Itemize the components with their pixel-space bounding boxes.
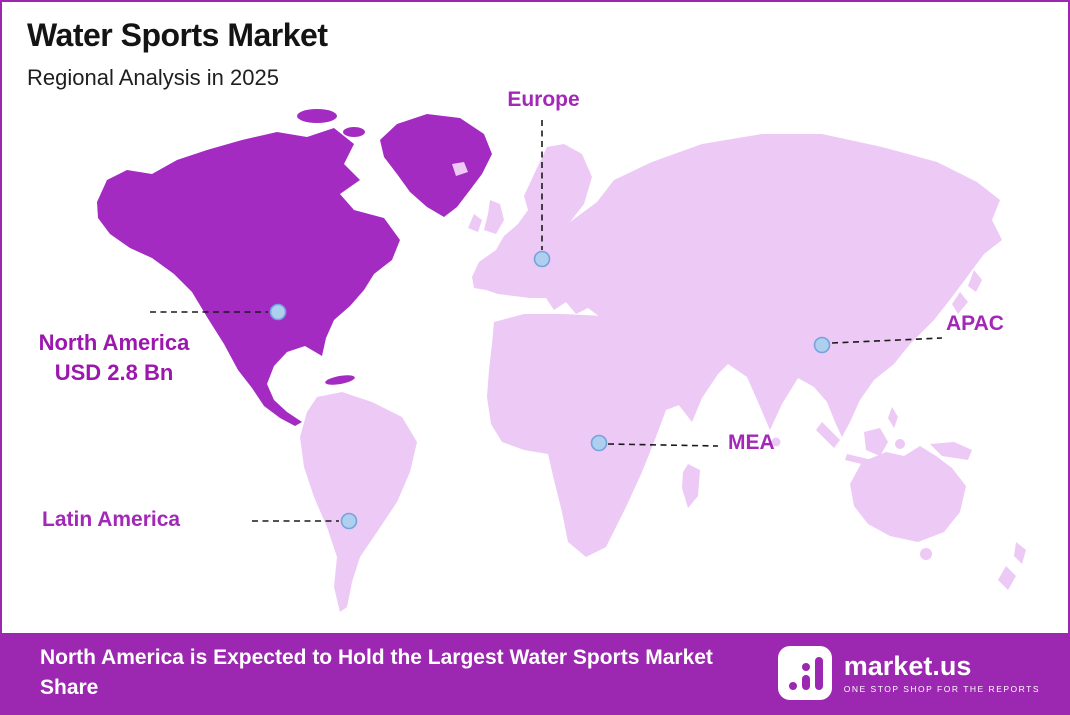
region-java	[845, 454, 872, 466]
region-japan-south	[952, 292, 968, 314]
region-sumatra	[816, 422, 840, 448]
region-arctic-island	[297, 109, 337, 123]
region-sri-lanka	[771, 437, 781, 447]
region-label-apac: APAC	[946, 312, 1004, 335]
brand-name: market.us	[843, 650, 972, 681]
marker-europe	[533, 250, 551, 268]
region-philippines	[888, 407, 898, 428]
page-subtitle: Regional Analysis in 2025	[27, 65, 279, 91]
region-greenland	[380, 114, 492, 217]
region-japan-north	[968, 270, 982, 292]
region-ireland	[468, 214, 482, 232]
marker-apac	[813, 336, 831, 354]
region-label-europe: Europe	[507, 88, 580, 111]
leader-line-apac	[831, 337, 943, 344]
brand-logo-group: market.us ONE STOP SHOP FOR THE REPORTS	[777, 646, 1040, 700]
region-label-mea: MEA	[728, 431, 775, 454]
region-madagascar	[682, 464, 700, 508]
region-cuba	[325, 375, 355, 385]
region-label-north-america: North America USD 2.8 Bn	[16, 328, 212, 387]
region-eurasia	[472, 134, 1002, 437]
footer-bar: North America is Expected to Hold the La…	[2, 633, 1068, 713]
region-north-america	[97, 128, 400, 426]
brand-tagline: ONE STOP SHOP FOR THE REPORTS	[843, 683, 1040, 694]
region-new-zealand-south	[998, 566, 1016, 590]
region-south-america	[300, 392, 417, 612]
region-new-guinea	[930, 442, 972, 460]
region-borneo	[864, 428, 888, 456]
leader-line-mea	[607, 443, 719, 447]
region-tasmania	[920, 548, 932, 560]
world-map	[97, 109, 1026, 612]
marker-mea	[590, 434, 608, 452]
region-new-zealand-north	[1014, 542, 1026, 564]
north-america-value: USD 2.8 Bn	[54, 359, 174, 385]
region-sulawesi	[895, 439, 905, 449]
header: Water Sports Market Regional Analysis in…	[27, 17, 328, 91]
page-title: Water Sports Market	[27, 17, 328, 53]
marker-north-america	[269, 303, 287, 321]
region-label-latin-america: Latin America	[42, 508, 181, 531]
region-britain	[484, 200, 504, 234]
north-america-label: North America	[38, 330, 190, 355]
marker-latin-america	[340, 512, 358, 530]
region-iceland	[452, 162, 468, 176]
brand-text: market.us ONE STOP SHOP FOR THE REPORTS	[843, 650, 1040, 694]
footer-headline: North America is Expected to Hold the La…	[40, 645, 713, 699]
region-australia	[850, 446, 966, 542]
brand-logo-icon	[777, 646, 832, 700]
region-africa	[487, 314, 690, 557]
region-arctic-island-2	[343, 127, 365, 137]
